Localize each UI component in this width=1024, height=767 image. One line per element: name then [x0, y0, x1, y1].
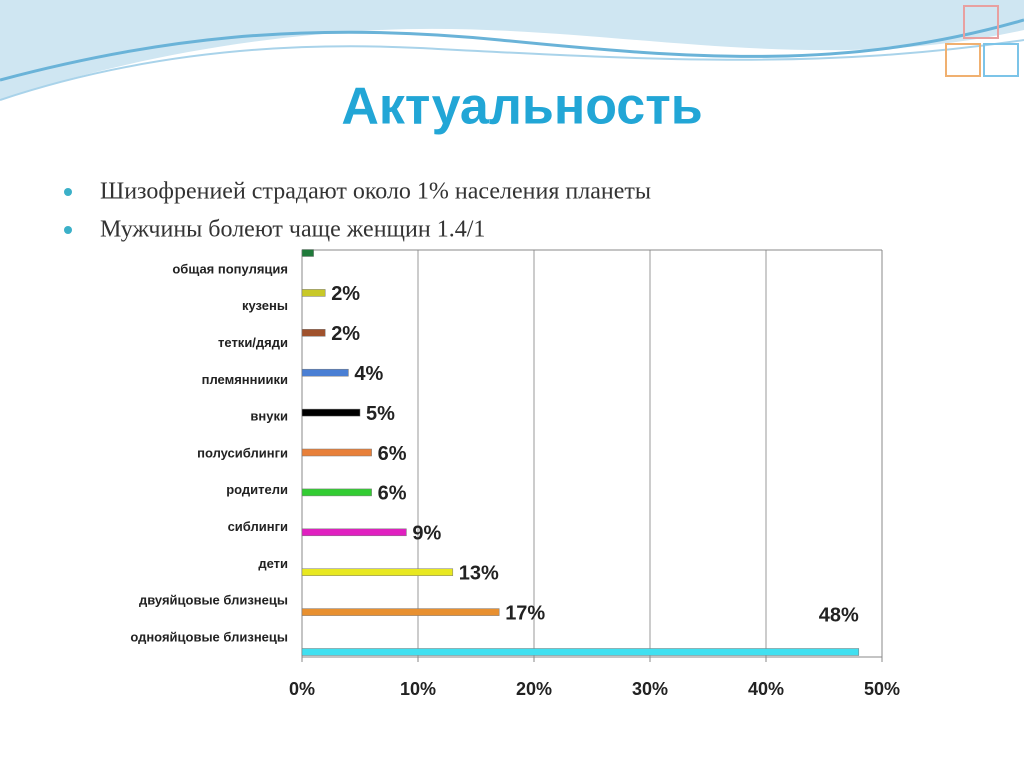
bar	[301, 608, 500, 616]
category-label: тетки/дяди	[218, 335, 288, 350]
category-label: общая популяция	[172, 261, 288, 276]
value-label: 6%	[378, 443, 407, 465]
x-tick-label: 20%	[516, 679, 552, 699]
bar	[301, 289, 326, 297]
value-label: 2%	[331, 323, 360, 345]
bullet-text: Шизофренией страдают около 1% населения …	[100, 179, 651, 205]
bar	[301, 249, 314, 257]
category-label: однояйцовые близнецы	[130, 629, 288, 644]
bar	[301, 448, 372, 457]
bullet-dot	[64, 188, 72, 196]
x-tick-label: 50%	[864, 679, 900, 699]
category-label: кузены	[242, 298, 288, 313]
bar	[301, 368, 349, 377]
category-label: внуки	[250, 409, 288, 424]
bar	[301, 528, 407, 537]
bullet-dot	[64, 226, 72, 234]
category-label: сиблинги	[228, 519, 288, 534]
x-tick-label: 0%	[289, 679, 315, 699]
x-tick-label: 10%	[400, 679, 436, 699]
category-label: дети	[258, 556, 288, 571]
value-label: 9%	[412, 523, 441, 545]
category-label: полусиблинги	[197, 445, 288, 460]
slide-title: Актуальность	[341, 78, 702, 136]
value-label: 5%	[366, 403, 395, 425]
value-label: 2%	[331, 283, 360, 305]
value-label: 48%	[819, 604, 859, 626]
header-line	[0, 18, 1024, 82]
header-line	[0, 39, 1024, 101]
value-label: 13%	[459, 562, 499, 584]
x-tick-label: 30%	[632, 679, 668, 699]
value-label: 4%	[354, 363, 383, 385]
logo	[945, 5, 1019, 77]
bar	[301, 488, 372, 497]
value-label: 17%	[505, 602, 545, 624]
bullet-text: Мужчины болеют чаще женщин 1.4/1	[100, 217, 485, 243]
x-tick-label: 40%	[748, 679, 784, 699]
value-label: 6%	[378, 483, 407, 505]
chart: 0% 10% 20% 30% 40% 50% общая популяция кузены 2%…	[130, 249, 900, 699]
header-wave	[0, 0, 1024, 100]
bar	[301, 648, 860, 656]
category-label: двуяйцовые близнецы	[139, 593, 288, 608]
bar	[301, 568, 454, 576]
category-label: племянниики	[202, 372, 288, 387]
bar	[301, 329, 326, 337]
category-label: родители	[226, 482, 288, 497]
bar	[301, 408, 361, 417]
